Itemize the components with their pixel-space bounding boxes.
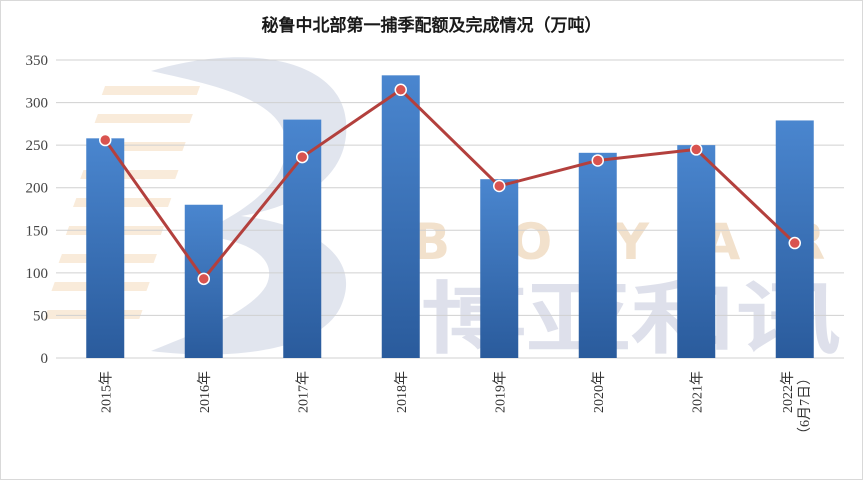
watermark: BOYAR博亚和讯 xyxy=(44,57,841,365)
y-tick-label: 0 xyxy=(41,351,49,367)
y-axis-ticks: 0 50 100 150 200 250 300 350 xyxy=(26,53,49,367)
x-tick-label: 2022年 （6月7日） xyxy=(780,371,813,441)
x-tick-label: 2017年 xyxy=(295,371,311,413)
x-tick-label-text: 2021年 xyxy=(689,371,705,413)
series-line xyxy=(104,88,796,281)
bar-series xyxy=(86,75,814,358)
chart-title: 秘鲁中北部第一捕季配额及完成情况（万吨） xyxy=(261,16,602,36)
y-tick-label: 150 xyxy=(26,223,49,239)
line-point xyxy=(296,150,309,164)
y-tick-label: 250 xyxy=(26,138,49,154)
line-point xyxy=(197,272,210,286)
x-tick-label-text: 2020年 xyxy=(591,371,607,413)
y-tick-label: 100 xyxy=(26,266,49,282)
watermark-stripe xyxy=(101,86,201,95)
watermark-stripe xyxy=(94,114,193,123)
x-tick-label-text: 2017年 xyxy=(295,371,311,413)
line-point xyxy=(99,133,112,147)
bar xyxy=(677,145,716,358)
bar xyxy=(86,138,125,358)
line-point xyxy=(788,236,801,250)
line-point xyxy=(493,179,506,193)
bar xyxy=(480,179,519,358)
y-tick-label: 300 xyxy=(26,96,49,112)
x-tick-label: 2021年 xyxy=(689,371,705,413)
bar xyxy=(381,75,420,358)
line-point xyxy=(690,143,703,156)
watermark-letter: Y xyxy=(612,213,650,271)
y-tick-label: 200 xyxy=(26,181,49,197)
x-tick-label: 2018年 xyxy=(394,371,410,413)
x-tick-label-text: 2019年 xyxy=(492,371,508,413)
y-tick-label: 350 xyxy=(26,53,49,69)
x-tick-label-line: （6月7日） xyxy=(797,371,813,441)
x-tick-label: 2015年 xyxy=(98,371,114,413)
x-tick-label: 2019年 xyxy=(492,371,508,413)
line-point xyxy=(394,83,407,97)
line-series xyxy=(99,83,801,286)
x-tick-label: 2016年 xyxy=(197,371,213,413)
x-tick-label-text: 2015年 xyxy=(98,371,114,413)
x-axis-ticks: 2015年 2016年 2017年 2018年 2019年 2020年 2021年 2022年… xyxy=(98,371,813,441)
x-tick-label-text: 2018年 xyxy=(394,371,410,413)
bar xyxy=(578,152,617,358)
x-tick-label: 2020年 xyxy=(591,371,607,413)
x-tick-label-text: 2016年 xyxy=(197,371,213,413)
x-tick-label-line: 2022年 xyxy=(780,371,796,413)
y-tick-label: 50 xyxy=(33,308,48,324)
line-point xyxy=(591,154,604,167)
